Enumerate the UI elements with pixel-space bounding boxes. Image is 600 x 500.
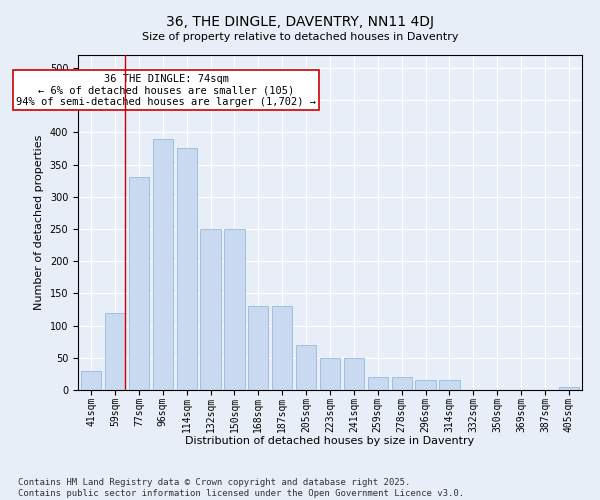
Text: 36 THE DINGLE: 74sqm
← 6% of detached houses are smaller (105)
94% of semi-detac: 36 THE DINGLE: 74sqm ← 6% of detached ho… [16, 74, 316, 107]
Bar [200, 229, 221, 390]
Text: 36, THE DINGLE, DAVENTRY, NN11 4DJ: 36, THE DINGLE, DAVENTRY, NN11 4DJ [166, 15, 434, 29]
Bar [272, 306, 292, 390]
Bar [224, 229, 245, 390]
Bar [152, 138, 173, 390]
Bar [296, 345, 316, 390]
Bar [129, 178, 149, 390]
Bar [559, 387, 579, 390]
Bar [439, 380, 460, 390]
Bar [248, 306, 268, 390]
Bar [344, 358, 364, 390]
X-axis label: Distribution of detached houses by size in Daventry: Distribution of detached houses by size … [185, 436, 475, 446]
Bar [392, 377, 412, 390]
Bar [176, 148, 197, 390]
Y-axis label: Number of detached properties: Number of detached properties [34, 135, 44, 310]
Text: Contains HM Land Registry data © Crown copyright and database right 2025.
Contai: Contains HM Land Registry data © Crown c… [18, 478, 464, 498]
Text: Size of property relative to detached houses in Daventry: Size of property relative to detached ho… [142, 32, 458, 42]
Bar [81, 370, 101, 390]
Bar [415, 380, 436, 390]
Bar [320, 358, 340, 390]
Bar [368, 377, 388, 390]
Bar [105, 312, 125, 390]
